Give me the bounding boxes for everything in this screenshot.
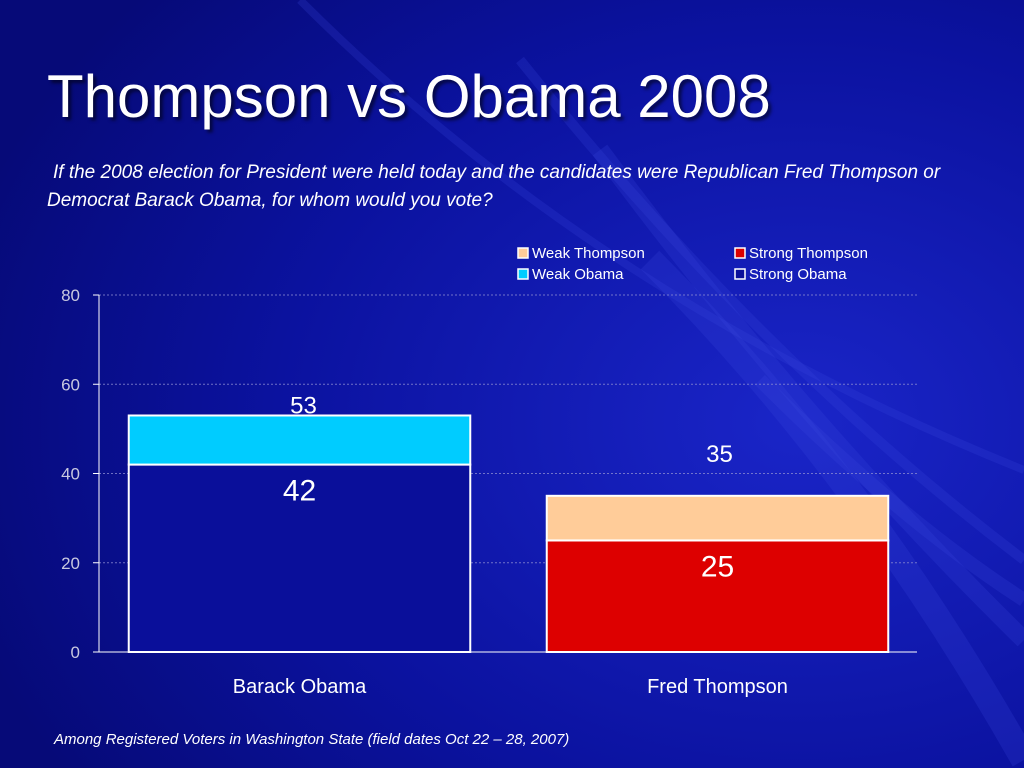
legend-swatch (734, 268, 746, 280)
y-tick-label: 60 (61, 375, 80, 394)
legend-label: Strong Obama (749, 266, 847, 283)
y-tick-label: 0 (71, 643, 80, 662)
bar-segment-weak-obama (127, 414, 472, 466)
survey-question: If the 2008 election for President were … (47, 162, 941, 211)
legend-label: Strong Thompson (749, 245, 868, 262)
slide-title: Thompson vs Obama 2008 (47, 63, 771, 130)
x-category-label: Barack Obama (233, 676, 367, 698)
legend-swatch (517, 247, 529, 259)
data-label-inner: 25 (701, 550, 734, 583)
y-tick-label: 40 (61, 465, 80, 484)
legend-label: Weak Thompson (532, 245, 645, 262)
bar-segment-weak-thompson (545, 494, 890, 542)
y-tick-label: 80 (61, 286, 80, 305)
data-label-inner: 42 (283, 475, 316, 508)
data-label-total: 35 (706, 441, 733, 468)
y-tick-label: 20 (61, 554, 80, 573)
bar-segment-strong-obama (127, 463, 472, 654)
legend-swatch (734, 247, 746, 259)
data-label-total: 53 (290, 392, 317, 419)
footnote: Among Registered Voters in Washington St… (54, 731, 570, 748)
x-category-label: Fred Thompson (647, 676, 788, 698)
legend-label: Weak Obama (532, 266, 624, 283)
legend-swatch (517, 268, 529, 280)
